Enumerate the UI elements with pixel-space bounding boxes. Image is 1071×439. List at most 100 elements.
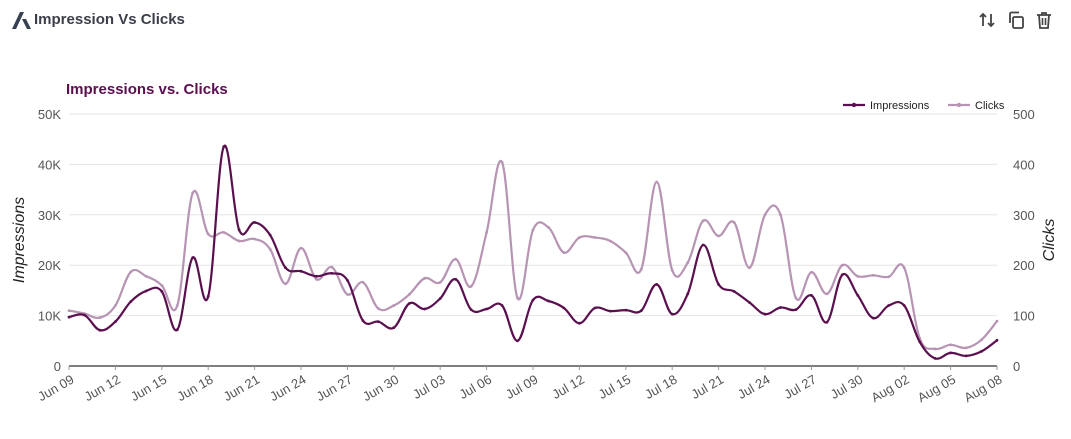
data-point — [825, 292, 829, 296]
data-point — [175, 328, 179, 332]
data-point — [376, 307, 380, 310]
delete-icon[interactable] — [1033, 9, 1055, 31]
data-point — [114, 304, 117, 307]
data-point — [933, 357, 937, 360]
y-tick-label: 20K — [38, 258, 61, 273]
sort-icon[interactable] — [976, 9, 998, 31]
data-point — [655, 283, 659, 286]
data-point — [253, 221, 256, 224]
data-point — [593, 306, 597, 310]
x-tick-label: Jun 18 — [174, 372, 215, 405]
x-tick-label: Aug 05 — [915, 372, 958, 406]
data-point — [794, 308, 798, 311]
data-point — [454, 257, 458, 261]
data-point — [531, 228, 535, 232]
legend-marker — [851, 102, 857, 108]
data-point — [438, 280, 442, 284]
data-point — [933, 347, 937, 351]
data-point — [887, 275, 891, 279]
series-layer — [67, 144, 999, 360]
data-point — [83, 313, 86, 317]
data-point — [871, 316, 875, 320]
data-point — [516, 339, 519, 343]
x-tick-label: Jun 09 — [35, 372, 76, 405]
y-tick-label: 10K — [38, 309, 61, 324]
data-point — [964, 346, 968, 350]
data-point — [871, 273, 875, 277]
data-point — [315, 277, 318, 281]
data-point — [578, 321, 581, 325]
data-point — [670, 312, 674, 316]
data-point — [608, 309, 612, 313]
x-tick-label: Jul 06 — [457, 372, 495, 402]
copy-icon[interactable] — [1005, 9, 1027, 31]
series-clicks — [67, 159, 999, 351]
data-point — [655, 180, 659, 184]
y-tick-label: 50K — [38, 107, 61, 122]
data-point — [485, 307, 488, 311]
data-point — [392, 304, 396, 307]
x-tick-label: Jul 21 — [689, 372, 727, 402]
data-point — [160, 284, 164, 287]
legend-item-clicks: Clicks — [948, 100, 1005, 112]
data-point — [299, 269, 303, 273]
data-point — [949, 343, 952, 347]
data-point — [902, 266, 906, 270]
widget-title: Impression Vs Clicks — [34, 11, 185, 28]
data-point — [500, 304, 504, 307]
data-point — [376, 320, 380, 323]
y-axis-title: Impressions — [11, 197, 28, 283]
data-point — [237, 228, 241, 232]
data-point — [284, 282, 287, 286]
data-point — [407, 302, 411, 305]
y-tick-label: 40K — [38, 157, 61, 172]
x-tick-label: Jun 27 — [314, 372, 355, 405]
data-point — [840, 273, 844, 277]
x-tick-label: Jul 12 — [549, 372, 587, 402]
x-tick-label: Aug 02 — [869, 372, 912, 406]
data-point — [346, 293, 349, 296]
data-point — [856, 274, 860, 278]
data-point — [114, 320, 117, 323]
data-point — [469, 308, 473, 311]
data-point — [995, 319, 999, 323]
data-point — [98, 328, 102, 332]
x-tick-label: Jun 24 — [267, 372, 308, 405]
data-point — [98, 316, 102, 319]
data-point — [794, 296, 798, 300]
data-point — [253, 237, 256, 241]
data-point — [438, 297, 442, 300]
data-point — [144, 289, 148, 293]
data-point — [206, 295, 210, 298]
y2-tick-label: 400 — [1013, 157, 1035, 172]
data-point — [315, 274, 318, 278]
x-tick-label: Jun 21 — [221, 372, 262, 405]
y2-tick-label: 500 — [1013, 107, 1035, 122]
x-tick-label: Jul 09 — [503, 372, 541, 402]
data-point — [701, 219, 705, 223]
data-point — [639, 267, 643, 271]
x-tick-label: Jul 18 — [642, 372, 680, 402]
data-point — [144, 274, 148, 278]
data-point — [686, 292, 690, 296]
data-point — [392, 326, 396, 330]
data-point — [624, 251, 628, 255]
data-point — [175, 304, 179, 307]
logo-icon — [10, 10, 32, 30]
data-point — [562, 251, 566, 255]
data-point — [732, 221, 736, 224]
data-point — [454, 277, 458, 281]
data-point — [593, 236, 597, 239]
series-impressions — [67, 144, 999, 360]
data-point — [562, 306, 566, 310]
data-point — [980, 350, 983, 353]
data-point — [206, 232, 210, 236]
legend-marker — [956, 102, 962, 108]
data-point — [578, 236, 581, 239]
data-point — [887, 304, 891, 307]
data-point — [361, 280, 365, 284]
data-point — [608, 239, 612, 243]
data-point — [810, 294, 813, 297]
